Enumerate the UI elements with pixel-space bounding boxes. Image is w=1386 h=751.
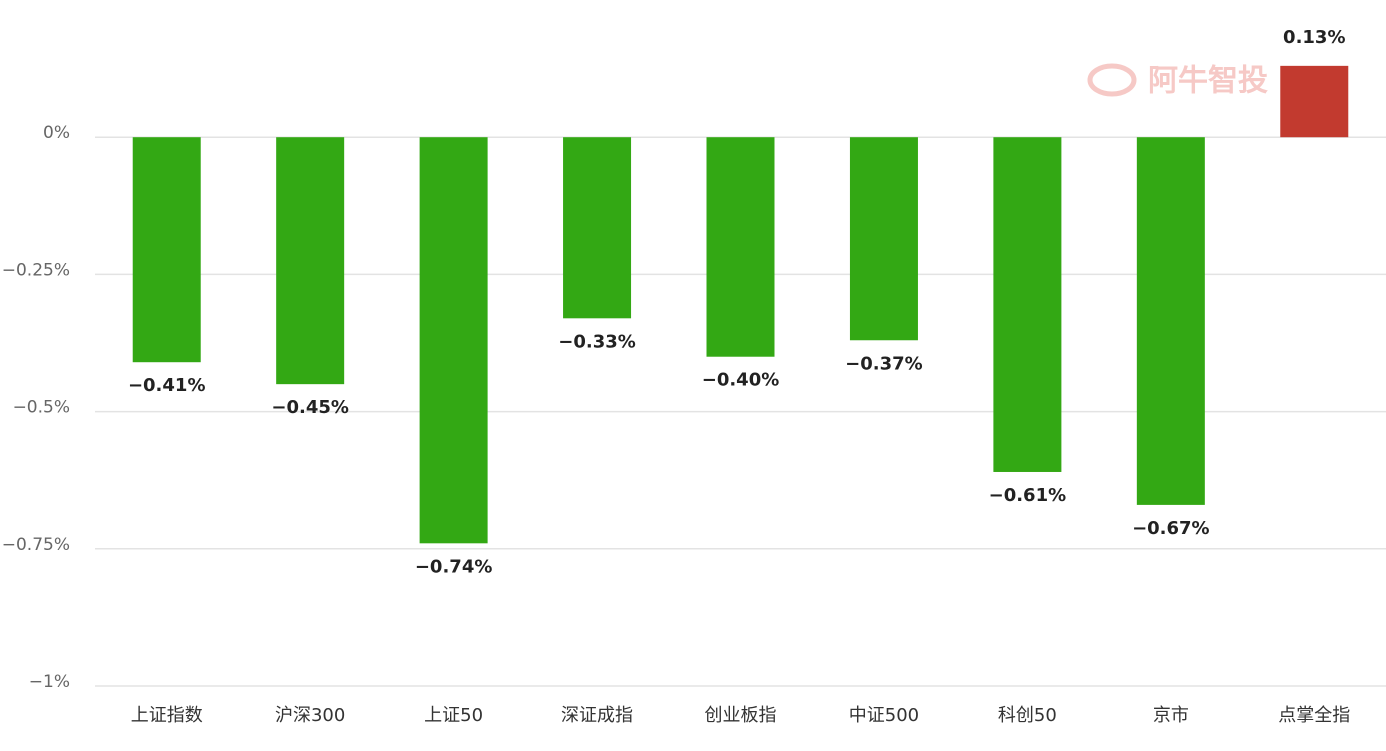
- bar: [1280, 65, 1349, 138]
- x-tick-label: 上证指数: [131, 705, 203, 726]
- value-label: −0.33%: [558, 331, 636, 352]
- y-tick-label: −0.75%: [2, 535, 70, 555]
- y-tick-label: −0.5%: [13, 398, 70, 418]
- value-label: −0.67%: [1132, 518, 1210, 539]
- watermark: 阿牛智投: [1148, 64, 1268, 99]
- x-tick-label: 创业板指: [705, 705, 777, 726]
- bar: [132, 137, 201, 363]
- x-tick-label: 上证50: [424, 705, 483, 726]
- value-label: −0.41%: [128, 375, 206, 396]
- x-tick-label: 沪深300: [275, 705, 345, 726]
- bar: [563, 137, 632, 319]
- x-tick-label: 深证成指: [561, 705, 633, 726]
- value-label: −0.45%: [271, 397, 349, 418]
- value-label: −0.61%: [989, 485, 1067, 506]
- bar: [1136, 137, 1205, 505]
- watermark-logo: 阿牛智投: [1087, 63, 1268, 99]
- x-tick-label: 点掌全指: [1278, 705, 1350, 726]
- value-label: −0.40%: [702, 370, 780, 391]
- bar: [993, 137, 1062, 472]
- bar: [419, 137, 488, 544]
- value-label: −0.37%: [845, 353, 923, 374]
- value-label: −0.74%: [415, 556, 493, 577]
- x-tick-label: 中证500: [849, 705, 919, 726]
- bar: [276, 137, 345, 385]
- y-tick-label: −1%: [29, 672, 70, 692]
- y-tick-label: −0.25%: [2, 260, 70, 280]
- bar: [706, 137, 775, 357]
- x-tick-label: 科创50: [998, 705, 1057, 726]
- x-tick-label: 京市: [1153, 705, 1189, 726]
- bar: [849, 137, 918, 341]
- y-tick-label: 0%: [43, 123, 70, 143]
- value-label: 0.13%: [1283, 27, 1345, 48]
